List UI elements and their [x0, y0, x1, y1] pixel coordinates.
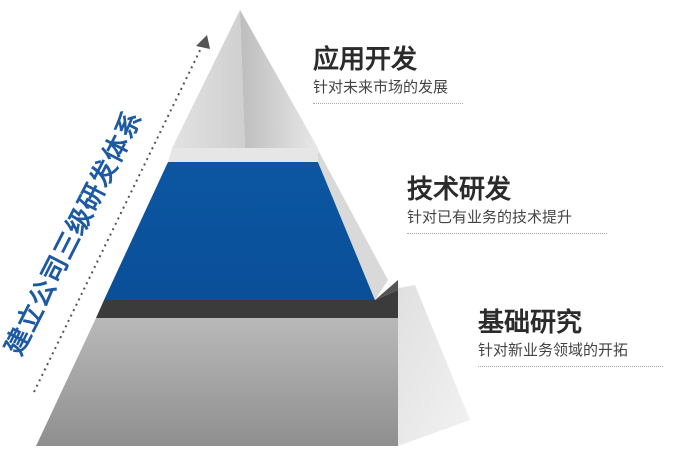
tier-application: 应用开发 针对未来市场的发展 — [313, 45, 463, 104]
tech-tier-cap — [168, 148, 318, 162]
tier-technology-divider — [407, 233, 607, 234]
tier-basic: 基础研究 针对新业务领域的开拓 — [478, 308, 663, 367]
tier-application-title: 应用开发 — [313, 45, 418, 75]
base-tier-front — [36, 318, 398, 446]
tier-application-subtitle: 针对未来市场的发展 — [313, 78, 449, 96]
tech-tier-side — [318, 150, 388, 300]
base-tier-side — [398, 285, 470, 446]
tier-technology-subtitle: 针对已有业务的技术提升 — [407, 208, 573, 226]
app-tier-right-face — [240, 10, 318, 148]
tier-basic-title: 基础研究 — [478, 308, 583, 338]
arrow-head-icon — [196, 35, 210, 49]
dark-band — [96, 290, 398, 318]
tier-basic-divider — [478, 366, 663, 367]
tier-technology: 技术研发 针对已有业务的技术提升 — [407, 175, 607, 234]
tech-tier-front — [104, 162, 375, 300]
app-tier-left-face — [172, 10, 245, 148]
tier-basic-subtitle: 针对新业务领域的开拓 — [478, 341, 629, 359]
tier-application-divider — [313, 103, 463, 104]
tier-technology-title: 技术研发 — [407, 175, 512, 205]
dark-band-top — [375, 280, 398, 300]
